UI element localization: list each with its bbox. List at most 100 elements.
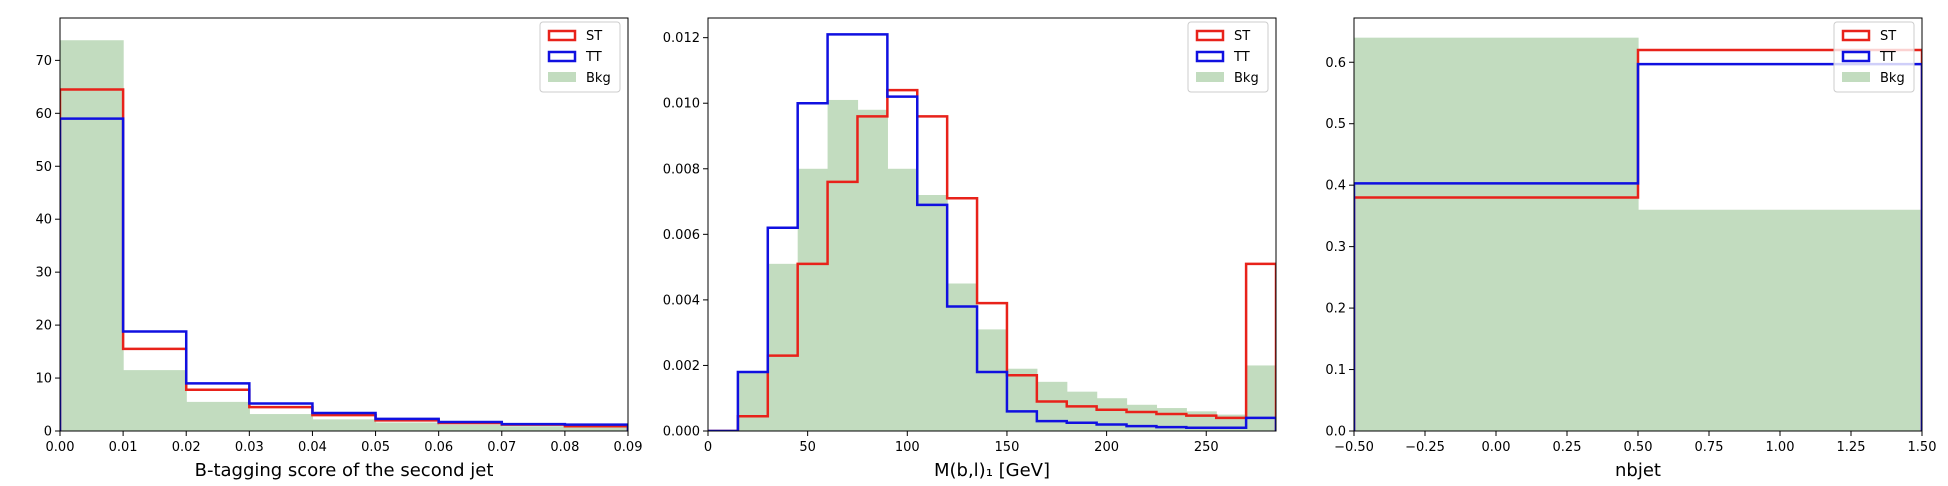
x-axis-title: M(b,l)₁ [GeV] [934,460,1050,481]
y-tick-label: 0.008 [663,162,700,177]
bar-bkg-1 [737,372,769,431]
y-tick-label: 0.006 [663,228,700,243]
bar-bkg-13 [1096,398,1128,431]
x-tick-label: 0.01 [109,440,138,455]
y-tick-label: 0.0 [1325,425,1346,440]
bar-bkg-5 [375,422,440,431]
y-tick-label: 20 [35,319,52,334]
x-tick-label: 1.25 [1837,440,1866,455]
x-tick-label: 1.50 [1908,440,1937,455]
x-tick-label: 0.06 [424,440,453,455]
legend-label-st: ST [586,29,602,44]
bar-bkg-10 [1006,368,1038,431]
step-line-tt [60,117,628,431]
plot-area [708,33,1276,431]
x-tick-label: 250 [1194,440,1219,455]
legend: ST TT Bkg [539,21,621,93]
bar-bkg-9 [977,329,1008,431]
x-tick-label: 0.07 [487,440,516,455]
legend: ST TT Bkg [1187,21,1269,93]
legend-swatch-st [547,29,577,42]
y-tick-label: 0.000 [663,425,700,440]
x-tick-label: 0.50 [1624,440,1653,455]
x-tick-label: 0.75 [1695,440,1724,455]
y-tick-label: 50 [35,160,52,175]
x-tick-label: 1.00 [1766,440,1795,455]
y-tick-label: 60 [35,107,52,122]
legend-swatch-st [1195,29,1225,42]
bar-bkg-6 [438,424,503,431]
x-tick-label: 0.04 [298,440,327,455]
x-tick-label: 100 [895,440,920,455]
axes-frame [59,17,629,432]
y-tick-label: 0.3 [1325,240,1346,255]
chart-panel-1: 0.00 0.01 0.02 0.03 0.04 0.05 0.06 0.07 0.08 0.09… [35,17,643,481]
chart-panel-3: −0.50 −0.25 0.00 0.25 0.50 0.75 1.00 1.25 1.50 0.… [1325,17,1937,481]
chart-panel-2: 0 50 100 150 200 250 0.000 0.002 0.004 0.006 0.008… [663,17,1277,481]
bar-bkg-1 [1638,209,1922,431]
x-tick-label: −0.25 [1405,440,1445,455]
step-line-st [708,88,1276,431]
bar-bkg-18 [1246,365,1276,431]
bar-bkg-0 [1354,37,1639,431]
legend-swatch-bkg [1196,72,1224,82]
x-tick-label: 0.09 [614,440,643,455]
legend-label-bkg: Bkg [1234,71,1259,86]
legend-swatch-st [1841,29,1871,42]
y-tick-label: 0.004 [663,293,700,308]
x-tick-label: 0.08 [550,440,579,455]
bar-bkg-2 [767,263,799,431]
bar-bkg-8 [564,427,628,431]
bar-bkg-11 [1036,381,1068,431]
plot-area [60,40,628,431]
bar-bkg-8 [947,283,978,431]
legend-swatch-bkg [548,72,576,82]
y-tick-label: 0.012 [663,31,700,46]
x-axis-title: B-tagging score of the second jet [195,460,494,481]
x-tick-label: 150 [995,440,1020,455]
y-tick-label: 0.6 [1325,56,1346,71]
x-axis-title: nbjet [1615,460,1661,481]
y-tick-label: 0.1 [1325,363,1346,378]
step-line-tt [708,33,1276,431]
bar-bkg-0 [60,40,124,431]
legend: ST TT Bkg [1833,21,1915,93]
legend-label-st: ST [1880,29,1896,44]
x-tick-label: 0.03 [235,440,264,455]
x-tick-label: 0 [704,440,712,455]
x-tick-label: −0.50 [1334,440,1374,455]
y-tick-label: 70 [35,54,52,69]
plot-area [1354,37,1922,431]
x-tick-label: 0.02 [172,440,201,455]
legend-label-st: ST [1234,29,1250,44]
legend-label-tt: TT [1233,50,1250,65]
y-tick-label: 0.4 [1325,179,1346,194]
legend-label-tt: TT [585,50,602,65]
legend-label-tt: TT [1879,50,1896,65]
y-tick-label: 0.5 [1325,117,1346,132]
bar-bkg-5 [857,109,888,431]
legend-label-bkg: Bkg [1880,71,1905,86]
legend-swatch-tt [1195,50,1225,63]
bar-bkg-1 [123,370,187,431]
step-line-tt [1354,62,1922,431]
legend-swatch-tt [1841,50,1871,63]
bar-bkg-12 [1066,391,1098,431]
x-tick-label: 50 [799,440,816,455]
y-tick-label: 0.2 [1325,302,1346,317]
bar-bkg-3 [249,414,314,431]
legend-swatch-tt [547,50,577,63]
x-tick-label: 0.00 [1482,440,1511,455]
x-tick-label: 0.00 [46,440,75,455]
y-tick-label: 0.010 [663,97,700,112]
x-tick-label: 200 [1094,440,1119,455]
legend-label-bkg: Bkg [586,71,611,86]
y-tick-label: 40 [35,213,52,228]
bar-bkg-4 [312,419,377,431]
axes-frame [707,17,1277,432]
y-tick-label: 30 [35,266,52,281]
y-tick-label: 0.002 [663,359,700,374]
bar-bkg-2 [186,401,250,431]
bar-bkg-6 [887,168,918,431]
